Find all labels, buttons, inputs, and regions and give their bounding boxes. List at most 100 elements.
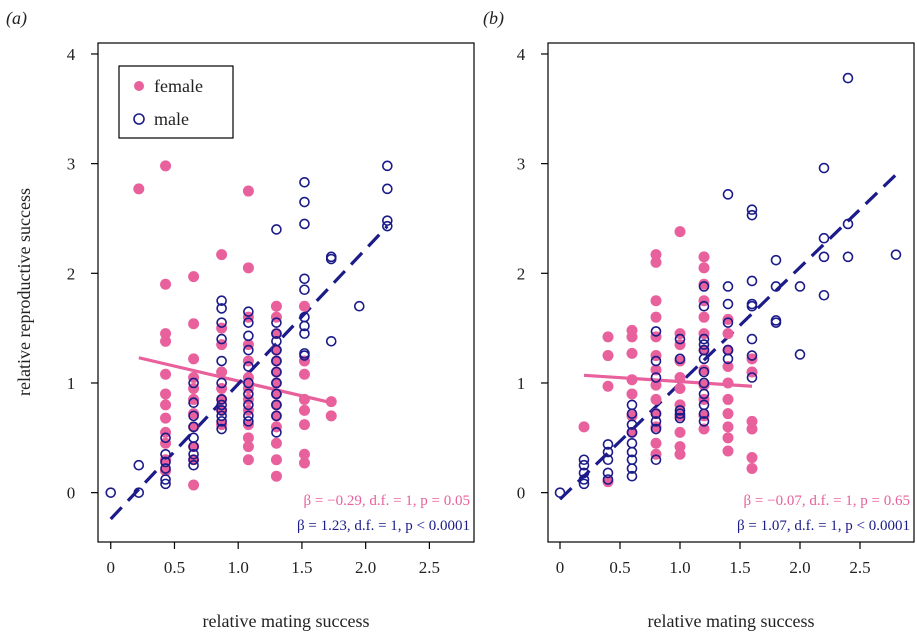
male-point <box>674 412 686 424</box>
male-point <box>188 459 199 471</box>
female-point <box>698 251 710 263</box>
male-point <box>188 410 199 422</box>
male-point <box>674 405 686 416</box>
female-point <box>188 454 200 466</box>
female-point <box>626 374 638 386</box>
male-point <box>626 470 638 482</box>
male-point <box>818 289 830 301</box>
male-point <box>243 410 254 422</box>
y-tick-label: 0 <box>517 484 526 503</box>
female-point <box>722 408 734 420</box>
female-point <box>722 328 734 340</box>
male-point <box>299 350 310 361</box>
male-point <box>188 432 199 444</box>
female-point <box>242 419 254 431</box>
male-point <box>818 232 830 244</box>
female-point <box>578 421 590 433</box>
male-point <box>188 377 199 389</box>
male-point <box>698 353 710 365</box>
female-point <box>722 313 734 325</box>
female-point <box>270 355 282 367</box>
female-point <box>722 344 734 356</box>
panel-a-y-ticks: 0 1 2 3 4 <box>67 45 98 503</box>
female-point <box>242 371 254 383</box>
female-point <box>674 355 686 367</box>
x-tick-label: 1.0 <box>228 558 249 577</box>
male-point <box>271 388 282 400</box>
legend-female-label: female <box>154 76 203 96</box>
female-point <box>650 295 662 307</box>
female-point <box>674 382 686 394</box>
female-point <box>160 426 172 438</box>
female-point <box>650 331 662 343</box>
male-point <box>626 437 638 449</box>
female-point <box>188 382 200 394</box>
female-point <box>746 423 758 435</box>
female-point <box>298 448 310 460</box>
female-point <box>298 419 310 431</box>
female-point <box>626 410 638 422</box>
male-point <box>674 353 686 365</box>
female-point <box>674 410 686 422</box>
male-point <box>554 487 566 498</box>
male-point <box>216 399 227 411</box>
y-tick-label: 2 <box>517 264 526 283</box>
female-point <box>602 380 614 392</box>
female-point <box>298 368 310 380</box>
male-point <box>216 355 227 367</box>
male-point <box>698 416 710 427</box>
male-point <box>650 408 662 419</box>
female-point <box>698 311 710 323</box>
female-point <box>242 311 254 323</box>
male-point <box>271 328 282 339</box>
male-point <box>216 303 227 314</box>
female-point <box>674 328 686 340</box>
female-point <box>626 331 638 343</box>
male-point <box>698 333 710 345</box>
female-point <box>722 432 734 444</box>
male-point <box>243 344 254 356</box>
female-point <box>698 364 710 376</box>
female-point <box>270 366 282 378</box>
female-point <box>698 262 710 274</box>
female-point <box>674 226 686 238</box>
male-point <box>243 377 254 389</box>
panel-b-frame <box>547 42 915 543</box>
female-point <box>698 423 710 435</box>
female-point <box>298 393 310 405</box>
male-point <box>216 405 227 416</box>
male-point <box>650 326 662 337</box>
female-point <box>242 185 254 197</box>
male-point <box>216 317 227 328</box>
male-point <box>746 300 758 312</box>
female-point <box>698 393 710 405</box>
male-point <box>746 209 758 221</box>
female-point <box>698 410 710 422</box>
x-tick-label: 1.0 <box>669 558 690 577</box>
female-point <box>242 432 254 444</box>
male-point <box>770 317 782 328</box>
female-point <box>626 426 638 438</box>
female-point <box>188 479 200 491</box>
male-point <box>243 416 254 427</box>
male-point <box>650 416 662 427</box>
x-tick-label: 0 <box>556 558 565 577</box>
female-point <box>674 371 686 383</box>
male-point <box>216 423 227 435</box>
male-point <box>243 399 254 411</box>
female-point <box>133 183 145 195</box>
female-point <box>698 278 710 290</box>
female-point <box>216 249 228 261</box>
male-point <box>698 366 710 378</box>
female-point <box>188 353 200 365</box>
female-point <box>188 393 200 405</box>
female-point <box>270 311 282 323</box>
male-point <box>698 388 710 400</box>
male-point <box>746 350 758 361</box>
female-point <box>188 371 200 383</box>
panel-a-x-axis-title: relative mating success <box>203 611 370 631</box>
male-point <box>626 408 638 419</box>
male-point <box>650 355 662 367</box>
male-point <box>626 427 638 438</box>
